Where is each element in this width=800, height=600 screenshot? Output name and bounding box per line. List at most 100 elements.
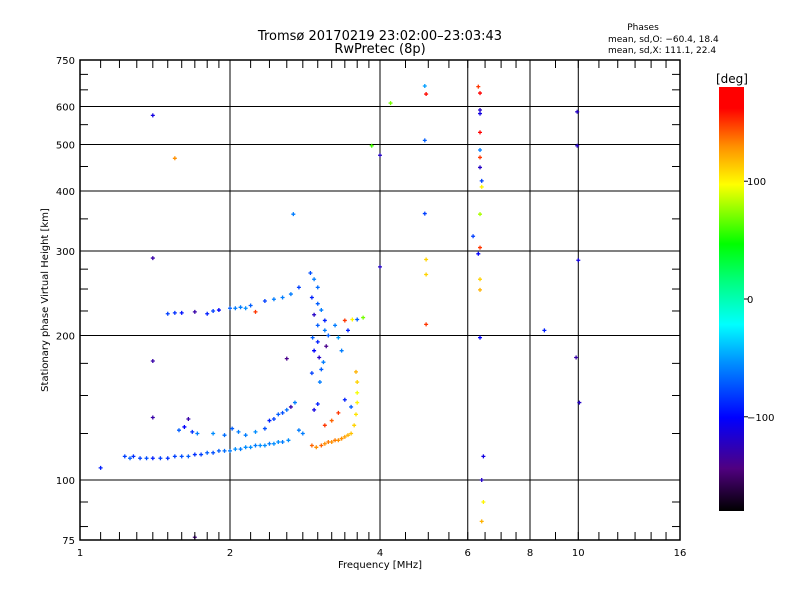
- x-tick-label: 1: [77, 548, 83, 559]
- data-point: [238, 447, 243, 452]
- data-point: [205, 311, 210, 316]
- data-point: [478, 148, 483, 153]
- data-point: [195, 431, 200, 436]
- data-point: [276, 412, 281, 417]
- data-point: [315, 285, 320, 290]
- data-point: [478, 277, 483, 282]
- data-point: [422, 84, 427, 89]
- y-tick-label: 750: [56, 56, 75, 67]
- data-point: [478, 130, 483, 135]
- data-point: [324, 344, 329, 349]
- data-point: [211, 308, 216, 313]
- data-point: [243, 445, 248, 450]
- colorbar-tick-label: 0: [747, 295, 753, 306]
- data-point: [176, 428, 181, 433]
- data-point: [296, 285, 301, 290]
- data-point: [186, 417, 191, 422]
- data-point: [355, 400, 360, 405]
- data-point: [577, 400, 582, 405]
- axis-ticks: 1 2 4 6 8 10 16 75 100 200 300 400 500 600 750: [56, 56, 686, 559]
- data-point: [165, 456, 170, 461]
- data-point: [319, 308, 324, 313]
- data-point: [230, 426, 235, 431]
- data-point: [150, 456, 155, 461]
- colorbar: [719, 87, 744, 511]
- data-point: [186, 454, 191, 459]
- data-point: [309, 443, 314, 448]
- data-point: [308, 270, 313, 275]
- data-point: [422, 138, 427, 143]
- data-point: [216, 448, 221, 453]
- data-point: [424, 257, 429, 262]
- data-point: [253, 309, 258, 314]
- data-point: [296, 428, 301, 433]
- y-tick-label: 600: [56, 103, 75, 114]
- data-point: [342, 318, 347, 323]
- data-point: [150, 113, 155, 118]
- data-point: [243, 306, 248, 311]
- data-point: [288, 292, 293, 297]
- data-point: [312, 277, 317, 282]
- data-point: [315, 323, 320, 328]
- data-point: [276, 440, 281, 445]
- data-point: [286, 438, 291, 443]
- data-point: [312, 407, 317, 412]
- data-point: [333, 323, 338, 328]
- data-point: [216, 308, 221, 313]
- x-tick-label: 6: [465, 548, 471, 559]
- colorbar-tick-label: 100: [747, 177, 766, 188]
- y-tick-label: 500: [56, 141, 75, 152]
- y-tick-label: 100: [56, 476, 75, 487]
- colorbar-label: [deg]: [716, 72, 748, 86]
- data-point: [479, 519, 484, 524]
- data-point: [481, 499, 486, 504]
- data-point: [238, 305, 243, 310]
- grid-lines: [80, 60, 680, 540]
- data-point: [262, 443, 267, 448]
- data-point: [271, 441, 276, 446]
- data-point: [574, 355, 579, 360]
- data-point: [131, 454, 136, 459]
- data-point: [575, 143, 580, 148]
- data-point: [345, 328, 350, 333]
- data-point: [478, 165, 483, 170]
- data-point: [424, 322, 429, 327]
- data-point: [158, 456, 163, 461]
- data-point: [205, 450, 210, 455]
- data-point: [478, 155, 483, 160]
- data-point: [122, 454, 127, 459]
- data-point: [361, 315, 366, 320]
- data-point: [575, 109, 580, 114]
- chart-title: Tromsø 20170219 23:02:00–23:03:43: [257, 29, 502, 44]
- data-point: [424, 272, 429, 277]
- data-point: [150, 256, 155, 261]
- chart-subtitle: RwPretec (8p): [334, 42, 425, 57]
- data-point: [352, 423, 357, 428]
- data-point: [326, 440, 331, 445]
- data-point: [280, 440, 285, 445]
- data-point: [349, 431, 354, 436]
- data-point: [339, 348, 344, 353]
- data-point: [350, 317, 355, 322]
- data-point: [138, 456, 143, 461]
- data-point: [329, 440, 334, 445]
- y-tick-label: 400: [56, 187, 75, 198]
- data-point: [190, 429, 195, 434]
- data-point: [309, 295, 314, 300]
- data-point: [172, 310, 177, 315]
- data-point: [478, 91, 483, 96]
- data-point: [355, 390, 360, 395]
- data-point: [262, 426, 267, 431]
- y-axis-label: Stationary phase Virtual Height [km]: [40, 208, 51, 392]
- data-point: [478, 108, 483, 113]
- data-point: [228, 306, 232, 311]
- data-point: [98, 465, 103, 470]
- data-point: [355, 380, 360, 385]
- data-point: [319, 367, 324, 372]
- data-point: [336, 438, 341, 443]
- data-point: [284, 407, 289, 412]
- data-point: [271, 297, 276, 302]
- x-tick-label: 16: [674, 548, 687, 559]
- data-point: [172, 454, 177, 459]
- data-point: [291, 212, 296, 217]
